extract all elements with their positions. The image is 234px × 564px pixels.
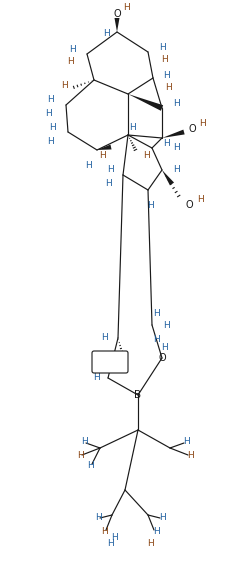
Text: H: H: [106, 179, 112, 188]
Text: H: H: [48, 136, 54, 146]
Text: H: H: [67, 58, 73, 67]
Text: H: H: [101, 333, 107, 342]
Text: H: H: [87, 460, 93, 469]
Text: H: H: [147, 200, 153, 209]
Polygon shape: [162, 130, 185, 138]
Polygon shape: [114, 18, 120, 32]
Text: O: O: [188, 124, 196, 134]
Text: H: H: [183, 438, 189, 447]
Text: H: H: [162, 55, 168, 64]
Text: H: H: [154, 309, 160, 318]
Text: H: H: [48, 95, 54, 104]
Text: H: H: [95, 513, 101, 522]
Text: H: H: [46, 109, 52, 118]
Polygon shape: [128, 94, 163, 111]
Text: H: H: [166, 83, 172, 92]
Text: H: H: [86, 161, 92, 170]
Text: H: H: [107, 539, 113, 548]
Text: H: H: [107, 165, 113, 174]
Text: H: H: [154, 336, 160, 345]
Text: H: H: [174, 99, 180, 108]
Text: H: H: [187, 451, 193, 460]
Text: H: H: [161, 342, 167, 351]
Text: O: O: [113, 9, 121, 19]
Polygon shape: [97, 144, 112, 150]
Text: H: H: [197, 196, 203, 205]
FancyBboxPatch shape: [92, 351, 128, 373]
Text: H: H: [159, 513, 165, 522]
Text: B: B: [135, 390, 142, 400]
Text: H: H: [103, 29, 109, 38]
Text: O: O: [158, 353, 166, 363]
Text: H: H: [143, 151, 149, 160]
Text: H: H: [153, 527, 159, 535]
Text: H: H: [70, 45, 76, 54]
Text: H: H: [164, 320, 170, 329]
Text: H: H: [93, 373, 99, 382]
Text: H: H: [124, 3, 130, 12]
Text: H: H: [174, 165, 180, 174]
Text: H: H: [50, 122, 56, 131]
Text: H: H: [163, 139, 169, 148]
Text: H: H: [61, 81, 67, 90]
Text: H: H: [77, 451, 83, 460]
Text: Abs: Abs: [102, 358, 118, 367]
Text: H: H: [200, 120, 206, 129]
Text: H: H: [173, 143, 179, 152]
Text: H: H: [147, 539, 153, 548]
Polygon shape: [162, 170, 174, 186]
Text: H: H: [164, 70, 170, 80]
Text: H: H: [129, 124, 135, 133]
Text: O: O: [185, 200, 193, 210]
Text: H: H: [100, 151, 106, 160]
Text: H: H: [101, 527, 107, 535]
Text: H: H: [81, 438, 87, 447]
Text: H: H: [112, 532, 118, 541]
Text: H: H: [159, 42, 165, 51]
